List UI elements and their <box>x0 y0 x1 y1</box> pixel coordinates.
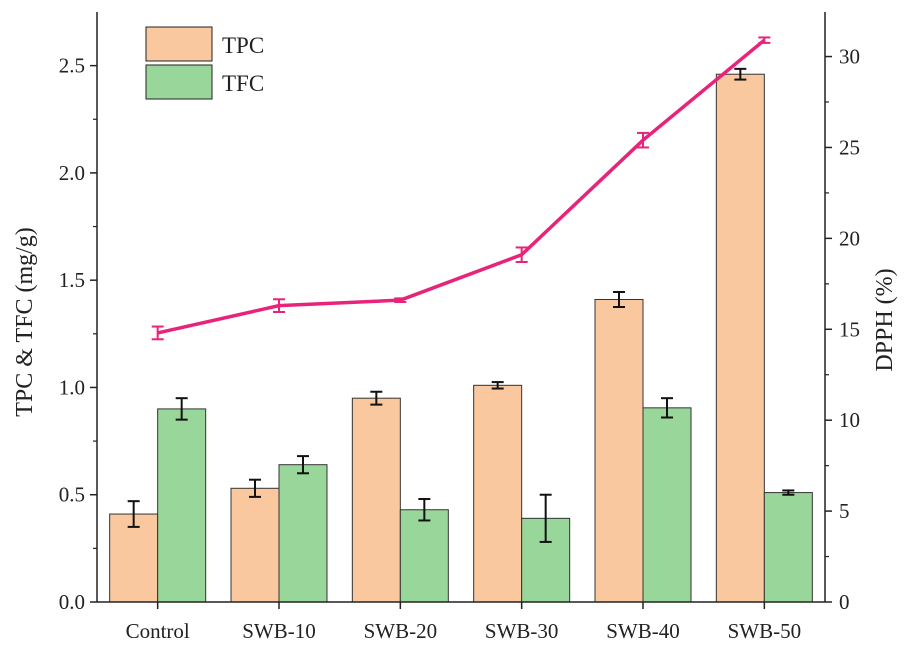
bar-tpc-4 <box>594 298 644 603</box>
bars-layer <box>109 67 813 603</box>
error-bar-tfc-5 <box>782 489 795 496</box>
bar-tpc-2 <box>351 397 401 603</box>
error-bar-tfc-4 <box>661 397 673 419</box>
dpph-line <box>157 38 766 335</box>
bar-tfc-1 <box>278 464 328 603</box>
y-axis-title: TPC & TFC (mg/g) <box>12 227 38 417</box>
dpph-error-bar-2 <box>394 297 407 303</box>
error-bar-tpc-5 <box>734 67 747 81</box>
y2-axis-title: DPPH (%) <box>872 268 898 371</box>
bar-tfc-4 <box>642 407 692 603</box>
dpph-line-layer <box>151 36 771 341</box>
axes-layer: 0.0 0.5 1.0 1.5 2.0 2.5 0 5 10 15 20 25 30 Control SWB… <box>59 12 860 643</box>
legend: TPC TFC <box>145 26 264 100</box>
x-tick-label-3: SWB-30 <box>485 619 559 643</box>
x-tick-label-5: SWB-50 <box>728 619 802 643</box>
error-bar-tpc-3 <box>491 381 504 390</box>
y2-tick-label-2: 10 <box>839 408 860 432</box>
y2-tick-label-4: 20 <box>839 226 860 250</box>
x-tick-label-0: Control <box>126 619 190 643</box>
error-bar-tfc-1 <box>297 455 309 475</box>
y-tick-label-4: 2.0 <box>59 161 85 185</box>
x-tick-label-4: SWB-40 <box>606 619 680 643</box>
x-tick-label-2: SWB-20 <box>364 619 438 643</box>
dpph-error-bar-1 <box>273 298 285 313</box>
error-bar-tfc-3 <box>539 493 552 543</box>
y2-tick-label-0: 0 <box>839 590 850 614</box>
error-bar-tpc-4 <box>613 290 625 308</box>
error-bar-tpc-0 <box>127 500 140 528</box>
error-bar-tpc-2 <box>370 390 383 406</box>
error-bar-tfc-2 <box>418 498 431 522</box>
y-tick-label-1: 0.5 <box>59 483 85 507</box>
legend-swatch-tpc <box>145 26 213 62</box>
bar-tfc-0 <box>157 408 207 603</box>
legend-label-tfc: TFC <box>222 71 264 96</box>
legend-label-tpc: TPC <box>222 33 264 58</box>
y-tick-label-0: 0.0 <box>59 590 85 614</box>
y-tick-label-2: 1.0 <box>59 375 85 399</box>
bar-tfc-2 <box>399 509 449 603</box>
y-tick-label-5: 2.5 <box>59 54 85 78</box>
bar-tpc-3 <box>473 384 523 603</box>
legend-swatch-tfc <box>145 64 213 100</box>
y2-tick-label-3: 15 <box>839 317 860 341</box>
y2-tick-label-5: 25 <box>839 135 860 159</box>
error-bar-tfc-0 <box>175 397 188 421</box>
bar-tpc-5 <box>715 73 765 603</box>
x-tick-label-1: SWB-10 <box>242 619 316 643</box>
y2-tick-label-6: 30 <box>839 45 860 69</box>
bar-tfc-5 <box>763 492 813 603</box>
y2-tick-label-1: 5 <box>839 499 850 523</box>
dpph-error-bar-4 <box>637 131 649 149</box>
dpph-error-bar-0 <box>151 325 164 341</box>
dpph-error-bar-5 <box>758 36 771 44</box>
dpph-error-bar-3 <box>515 246 528 263</box>
bar-tpc-1 <box>230 487 280 603</box>
bar-tpc-0 <box>109 513 159 603</box>
y-tick-label-3: 1.5 <box>59 268 85 292</box>
error-bar-tpc-1 <box>249 478 261 498</box>
